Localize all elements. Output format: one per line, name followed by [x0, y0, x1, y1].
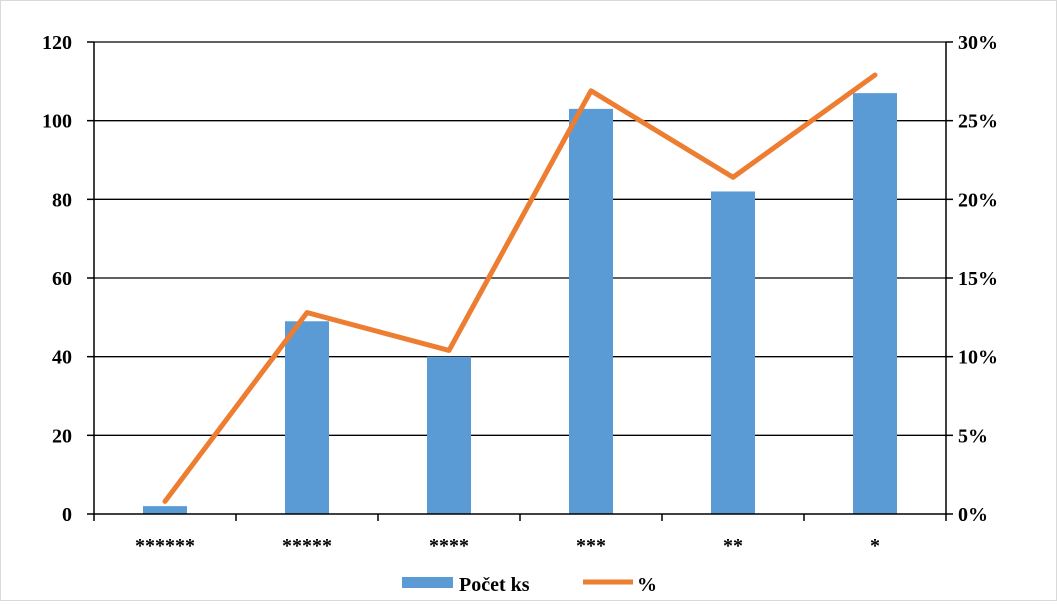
line-series	[162, 72, 878, 504]
legend-label-percent: %	[637, 574, 657, 596]
line-percent	[162, 72, 878, 504]
bar-1	[285, 321, 329, 514]
legend-label-count: Počet ks	[459, 574, 530, 596]
x-tick-label-2: ****	[429, 535, 469, 557]
y-left-tick-label-3: 60	[52, 268, 72, 290]
x-tick-label-0: ******	[135, 535, 195, 557]
y-right-tick-label-6: 30%	[958, 32, 998, 54]
y-right-tick-label-2: 10%	[958, 347, 998, 369]
y-right-tick-label-5: 25%	[958, 111, 998, 133]
bar-3	[569, 108, 613, 514]
x-tick-label-4: **	[723, 535, 743, 557]
bar-series	[143, 93, 897, 514]
x-tick-label-5: *	[870, 535, 880, 557]
x-tick-label-1: *****	[282, 535, 332, 557]
y-right-tick-label-4: 20%	[958, 189, 998, 211]
y-right-tick-label-1: 5%	[958, 425, 988, 447]
y-left-tick-label-1: 20	[52, 425, 72, 447]
axes	[87, 41, 953, 521]
y-left-tick-label-4: 80	[52, 189, 72, 211]
y-right-tick-label-0: 0%	[958, 504, 988, 526]
bar-0	[143, 506, 187, 514]
bar-5	[853, 93, 897, 514]
x-tick-label-3: ***	[576, 535, 606, 557]
y-left-tick-label-5: 100	[42, 111, 72, 133]
legend: Počet ks%	[402, 574, 657, 596]
y-left-tick-label-6: 120	[42, 32, 72, 54]
bar-4	[711, 191, 755, 514]
bar-2	[427, 356, 471, 514]
y-left-tick-label-2: 40	[52, 347, 72, 369]
gridlines	[94, 41, 946, 436]
tick-labels: 0204060801001200%5%10%15%20%25%30%******…	[42, 32, 998, 557]
y-left-tick-label-0: 0	[62, 504, 72, 526]
legend-bar-swatch	[402, 577, 453, 588]
y-right-tick-label-3: 15%	[958, 268, 998, 290]
